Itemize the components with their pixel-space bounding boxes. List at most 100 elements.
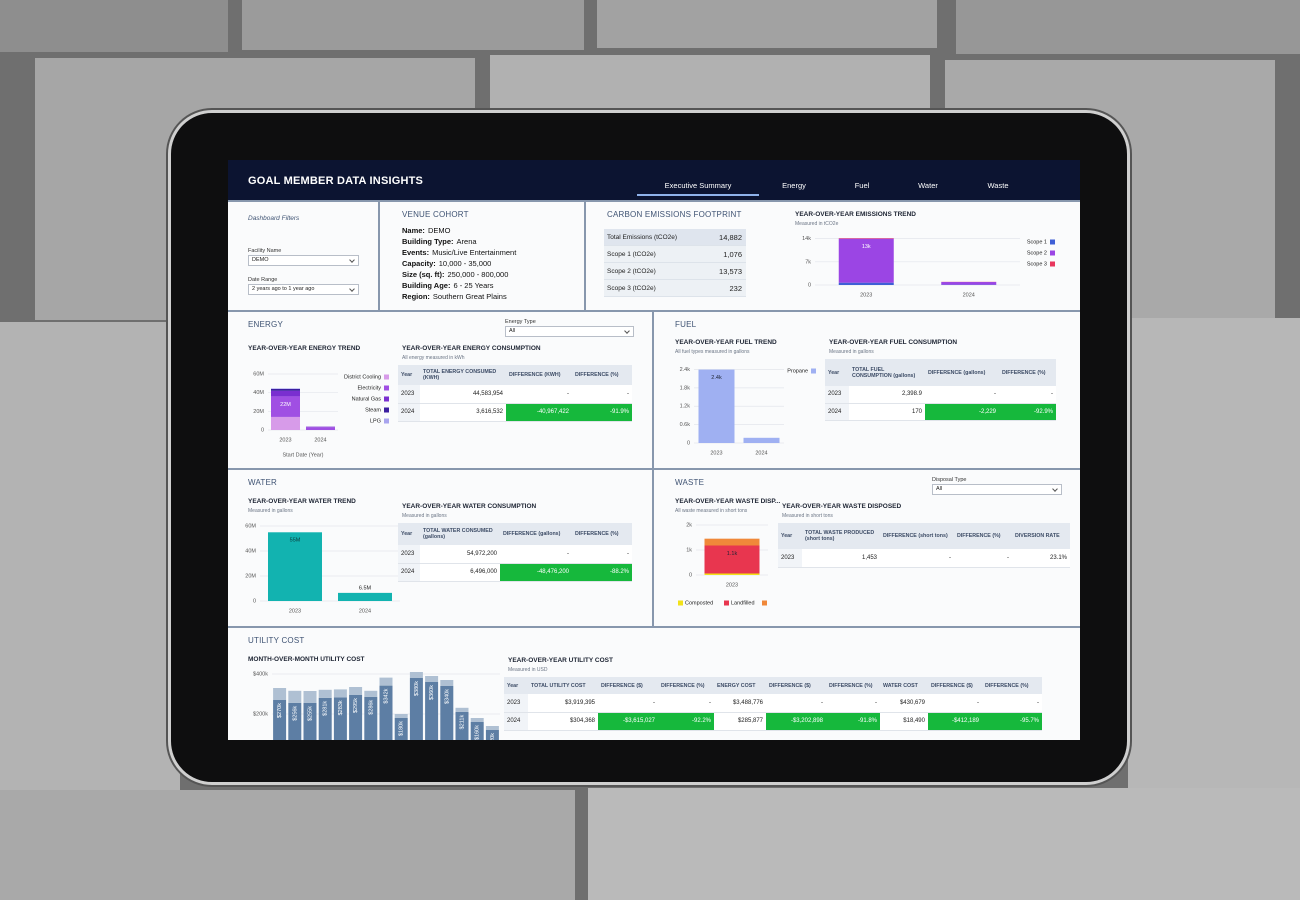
chart: 020M40M60M14M22M20232024Start Date (Year… xyxy=(253,371,389,458)
nav-tab[interactable]: Fuel xyxy=(854,181,870,190)
nav-tab[interactable]: Energy xyxy=(782,181,806,190)
chart: 0 20M 40M 60M 55M 6.5M 2023 2024 xyxy=(245,523,400,614)
table-cell: 44,583,954 xyxy=(420,385,506,404)
legend-swatch xyxy=(1050,239,1055,245)
summary-label: Total Emissions (tCO2e) xyxy=(607,234,678,241)
bar-segment xyxy=(838,282,894,285)
column-header: DIFFERENCE (%) xyxy=(826,677,880,694)
table-cell: - xyxy=(826,694,880,713)
nav-tab[interactable]: Waste xyxy=(987,181,1009,190)
cohort-item: Capacity: 10,000 - 35,000 xyxy=(402,259,491,268)
dropdown[interactable]: All xyxy=(505,326,634,337)
cohort-label: Region: xyxy=(402,292,430,301)
column-header: Year xyxy=(398,365,420,385)
bar-segment xyxy=(704,538,760,546)
table-title: YEAR-OVER-YEAR ENERGY CONSUMPTION xyxy=(402,345,541,352)
column-header: Year xyxy=(398,523,420,545)
table-cell: $304,368 xyxy=(528,712,598,731)
bar-segment xyxy=(306,427,335,430)
column-header: DIFFERENCE (gallons) xyxy=(925,359,999,386)
y-tick-label: 0 xyxy=(687,440,690,446)
bar-segment xyxy=(425,676,439,682)
dropdown[interactable]: All xyxy=(932,484,1062,495)
column-header: Year xyxy=(778,523,802,549)
table-cell: - xyxy=(954,549,1012,568)
dropdown[interactable]: 2 years ago to 1 year ago xyxy=(248,284,359,295)
table-row: 2023 1,453- -23.1% xyxy=(778,549,1070,568)
chart-subtitle: Measured in gallons xyxy=(248,508,293,514)
summary-label: Scope 2 (tCO2e) xyxy=(607,268,656,275)
chart-title: YEAR-OVER-YEAR WASTE DISP... xyxy=(675,498,781,505)
filter-label: Facility Name xyxy=(248,248,282,254)
bar-segment xyxy=(271,396,300,417)
nav-tab[interactable]: Executive Summary xyxy=(664,181,732,190)
table-cell: -48,476,200 xyxy=(500,563,572,582)
panel-title: ENERGY xyxy=(248,320,283,329)
legend-swatch xyxy=(811,368,816,374)
legend-swatch xyxy=(678,600,683,606)
bar-label: 1.1k xyxy=(727,551,738,557)
summary-row: Scope 1 (tCO2e) 1,076 xyxy=(604,246,746,263)
carbon-panel: CARBON EMISSIONS FOOTPRINT Total Emission… xyxy=(586,202,1080,310)
cohort-label: Size (sq. ft): xyxy=(402,270,445,279)
bar-segment xyxy=(288,690,302,703)
table-cell: -$3,202,898 xyxy=(766,712,826,731)
bar-segment xyxy=(268,532,322,601)
legend-swatch xyxy=(384,396,389,402)
cohort-value: 6 - 25 Years xyxy=(453,281,494,290)
bar-segment xyxy=(333,697,347,740)
nav-tab[interactable]: Water xyxy=(918,181,938,190)
panel-title: WATER xyxy=(248,478,277,487)
waste-panel: WASTE Disposal Type All 0 1k 2k 1.1k 2023 Compos… xyxy=(654,470,1080,626)
x-tick-label: 2024 xyxy=(314,437,326,443)
table-subtitle: Measured in gallons xyxy=(402,513,447,519)
bar-segment xyxy=(318,697,332,740)
legend-swatch xyxy=(762,600,767,606)
data-table: Year TOTAL WATER CONSUMED (gallons) DIFFER… xyxy=(398,523,632,582)
legend-swatch xyxy=(1050,261,1055,267)
legend-label: Scope 3 xyxy=(1027,261,1047,267)
y-tick-label: 20M xyxy=(253,409,264,415)
table-cell: -91.8% xyxy=(826,712,880,731)
table-cell: $285,877 xyxy=(714,712,766,731)
bar-segment xyxy=(394,718,408,740)
chart: $200k $400k $270k $256k $255k $281k $283k $295k… xyxy=(253,671,500,740)
bar-segment xyxy=(288,702,302,740)
bar-label: $340k xyxy=(444,689,450,704)
table-cell: 2023 xyxy=(398,385,420,404)
column-header: DIFFERENCE (%) xyxy=(999,359,1056,386)
panel-title: WASTE xyxy=(675,478,705,487)
table-cell: - xyxy=(500,545,572,564)
bar-segment xyxy=(349,687,363,695)
table-cell: -95.7% xyxy=(982,712,1042,731)
y-tick-label: 60M xyxy=(245,523,256,529)
table-cell: - xyxy=(572,545,632,564)
legend-label: Natural Gas xyxy=(352,396,382,402)
legend-swatch xyxy=(1050,250,1055,256)
bar-segment xyxy=(743,437,780,443)
table-cell: - xyxy=(880,549,954,568)
table-cell: $3,488,776 xyxy=(714,694,766,713)
column-header: TOTAL FUEL CONSUMPTION (gallons) xyxy=(849,359,925,386)
cohort-value: 250,000 - 800,000 xyxy=(447,270,509,279)
summary-label: Scope 3 (tCO2e) xyxy=(607,285,656,292)
data-table: Year TOTAL ENERGY CONSUMED (KWH) DIFFERENC… xyxy=(398,365,632,422)
summary-row: Scope 3 (tCO2e) 232 xyxy=(604,280,746,297)
table-title: YEAR-OVER-YEAR WATER CONSUMPTION xyxy=(402,503,537,510)
bar-label: $180k xyxy=(399,721,405,736)
column-header: TOTAL ENERGY CONSUMED (KWH) xyxy=(420,365,506,385)
column-header: DIFFERENCE (%) xyxy=(658,677,714,694)
column-header: DIFFERENCE (%) xyxy=(982,677,1042,694)
legend-label: District Cooling xyxy=(344,374,381,380)
chart-subtitle: All fuel types measured in gallons xyxy=(675,349,750,355)
table-cell: - xyxy=(925,386,999,404)
panel-title: UTILITY COST xyxy=(248,636,305,645)
column-header: Year xyxy=(825,359,849,386)
table-subtitle: Measured in gallons xyxy=(829,349,874,355)
dropdown[interactable]: DEMO xyxy=(248,255,359,266)
y-tick-label: 40M xyxy=(245,548,256,554)
cohort-label: Capacity: xyxy=(402,259,436,268)
table-cell: 6,496,000 xyxy=(420,563,500,582)
table-cell: 2023 xyxy=(504,694,528,713)
table-cell: - xyxy=(658,694,714,713)
